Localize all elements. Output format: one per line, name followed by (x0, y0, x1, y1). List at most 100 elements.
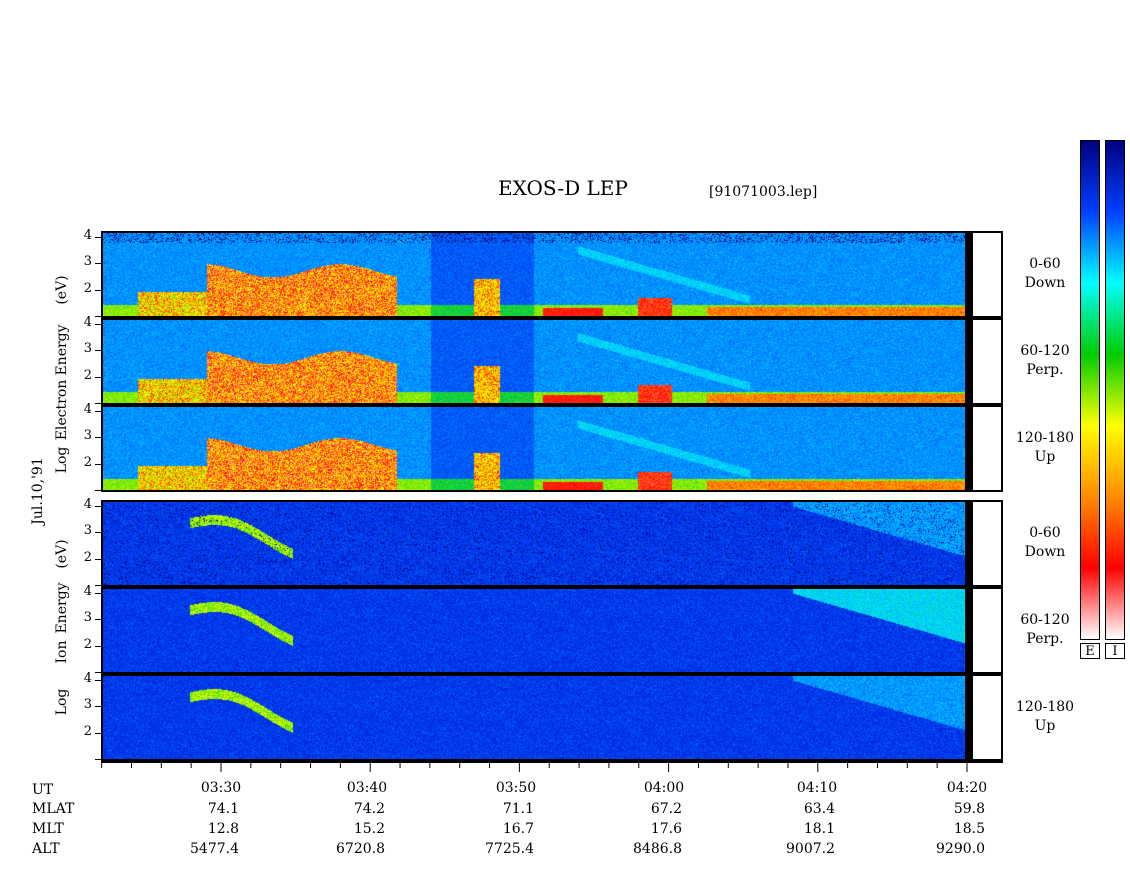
panel-ion-0 (101, 500, 1003, 587)
y-tick-label: 2 (83, 280, 92, 296)
ephemeris-value: 74.2 (353, 801, 385, 817)
ephemeris-value: 18.1 (803, 821, 835, 837)
y-tick-label: 2 (83, 636, 92, 652)
y-tick-mark (95, 236, 101, 238)
y-tick-mark (95, 679, 101, 681)
data-gap-bar (965, 589, 973, 672)
ut-label: UT (32, 782, 54, 798)
pitch-direction: Down (1024, 275, 1066, 291)
pitch-label: 60-120 Perp. (1010, 611, 1080, 649)
colorbar-label: E (1080, 643, 1100, 659)
y-tick-label: 2 (83, 723, 92, 739)
y-tick-mark (95, 376, 101, 378)
y-tick-mark (95, 263, 101, 265)
colorbar-label: I (1105, 643, 1125, 659)
y-tick-label: 3 (83, 697, 92, 713)
y-tick-mark (95, 592, 101, 594)
x-tick-label: 03:40 (346, 780, 388, 796)
pitch-direction: Up (1034, 449, 1056, 465)
y-tick-mark (95, 585, 101, 586)
ephemeris-value: 5477.4 (190, 841, 239, 857)
y-tick-label: 3 (83, 523, 92, 539)
colorbar (1080, 140, 1100, 640)
y-tick-label: 3 (83, 254, 92, 270)
pitch-range: 120-180 (1015, 430, 1075, 446)
ephemeris-value: 12.8 (207, 821, 239, 837)
y-tick-mark (95, 759, 101, 760)
ephemeris-row-label: ALT (32, 841, 60, 857)
y-tick-mark (95, 323, 101, 325)
ephemeris-value: 17.6 (650, 821, 682, 837)
y-tick-mark (95, 532, 101, 534)
x-tick-label: 04:00 (643, 780, 685, 796)
data-gap-bar (965, 676, 973, 759)
spectrogram-image (103, 676, 965, 759)
pitch-label: 120-180 Up (1010, 698, 1080, 736)
y-tick-mark (95, 463, 101, 465)
pitch-range: 60-120 (1020, 343, 1070, 359)
pitch-direction: Perp. (1026, 362, 1064, 378)
x-tick-label: 04:10 (796, 780, 838, 796)
pitch-range: 0-60 (1029, 525, 1061, 541)
y-tick-label: 2 (83, 367, 92, 383)
ephemeris-value: 7725.4 (485, 841, 534, 857)
y-tick-mark (95, 732, 101, 734)
panel-ion-2 (101, 674, 1003, 761)
y-tick-mark (95, 672, 101, 673)
panel-electron-2 (101, 405, 1003, 492)
ephemeris-value: 18.5 (953, 821, 985, 837)
colorbar (1105, 140, 1125, 640)
y-tick-mark (95, 437, 101, 439)
y-tick-mark (95, 645, 101, 647)
chart-title: EXOS-D LEP (498, 176, 628, 200)
ephemeris-value: 63.4 (803, 801, 835, 817)
y-tick-label: 4 (83, 227, 92, 243)
data-gap-bar (965, 320, 973, 403)
spectrogram-image (103, 233, 965, 316)
spectrogram-image (103, 320, 965, 403)
file-label: [91071003.lep] (709, 184, 818, 200)
y-tick-mark (95, 490, 101, 491)
y-tick-label: 4 (83, 583, 92, 599)
pitch-range: 120-180 (1015, 699, 1075, 715)
panel-electron-1 (101, 318, 1003, 405)
x-tick-label: 04:20 (946, 780, 988, 796)
ephemeris-value: 71.1 (502, 801, 534, 817)
y-tick-label: 4 (83, 401, 92, 417)
panel-ion-1 (101, 587, 1003, 674)
data-gap-bar (965, 407, 973, 490)
ephemeris-row-label: MLT (32, 821, 64, 837)
x-tick-label: 03:50 (495, 780, 537, 796)
ephemeris-value: 9290.0 (936, 841, 985, 857)
y-tick-mark (95, 289, 101, 291)
y-tick-label: 4 (83, 314, 92, 330)
pitch-label: 0-60 Down (1010, 524, 1080, 562)
y-tick-mark (95, 619, 101, 621)
x-tick-label: 03:30 (200, 780, 242, 796)
y-tick-mark (95, 558, 101, 560)
y-tick-mark (95, 706, 101, 708)
ephemeris-value: 16.7 (502, 821, 534, 837)
y-tick-mark (95, 403, 101, 404)
pitch-direction: Perp. (1026, 631, 1064, 647)
ephemeris-value: 74.1 (207, 801, 239, 817)
pitch-label: 0-60 Down (1010, 255, 1080, 293)
y-tick-mark (95, 410, 101, 412)
y-tick-label: 2 (83, 454, 92, 470)
y-tick-label: 3 (83, 610, 92, 626)
ephemeris-value: 6720.8 (336, 841, 385, 857)
ephemeris-value: 8486.8 (633, 841, 682, 857)
ephemeris-value: 15.2 (353, 821, 385, 837)
spectrogram-image (103, 407, 965, 490)
pitch-direction: Up (1034, 718, 1056, 734)
y-tick-label: 2 (83, 549, 92, 565)
pitch-direction: Down (1024, 544, 1066, 560)
spectrogram-image (103, 502, 965, 585)
y-tick-label: 4 (83, 496, 92, 512)
y-tick-mark (95, 505, 101, 507)
ephemeris-value: 59.8 (953, 801, 985, 817)
y-tick-label: 3 (83, 428, 92, 444)
pitch-label: 60-120 Perp. (1010, 342, 1080, 380)
y-tick-mark (95, 316, 101, 317)
